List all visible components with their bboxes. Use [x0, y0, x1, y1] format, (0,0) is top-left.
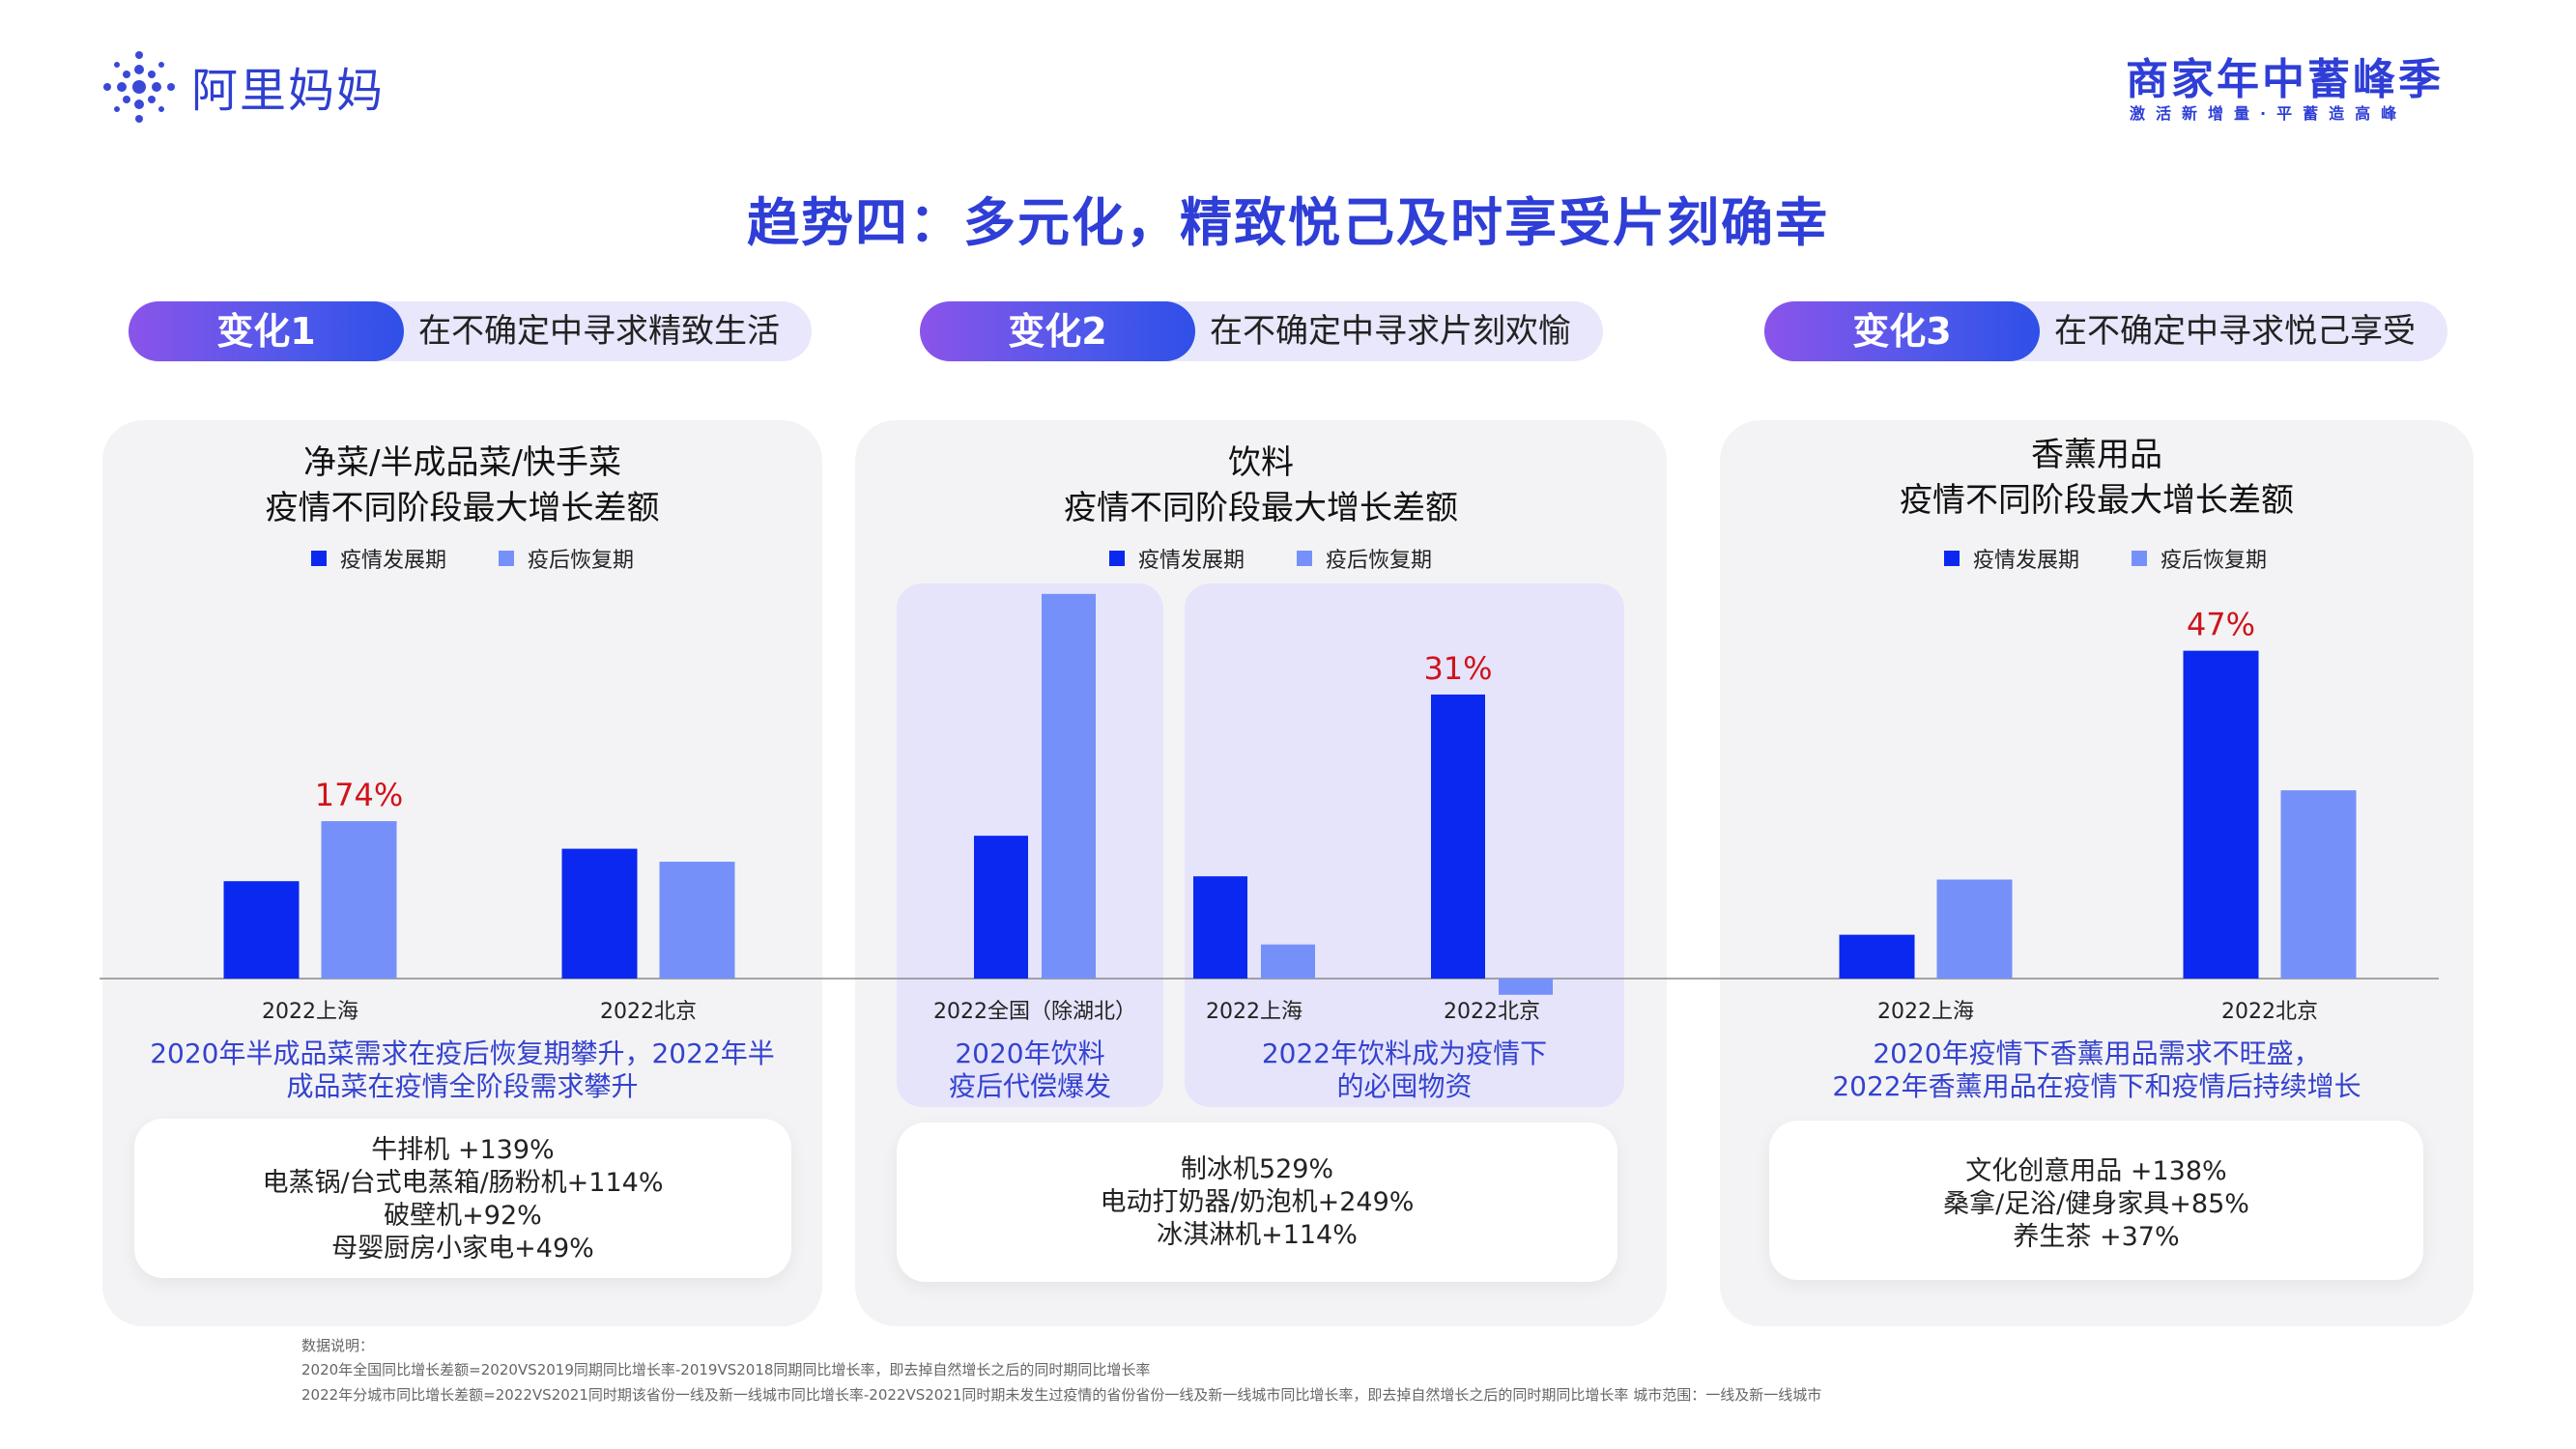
bar-series1 — [223, 881, 300, 979]
note-item: 养生茶 +37% — [2013, 1222, 2180, 1252]
change-pill-3: 变化3 在不确定中寻求悦己享受 — [1764, 301, 2447, 361]
bar-series1 — [561, 848, 638, 979]
legend-swatch-series2 — [499, 551, 515, 566]
legend-swatch-series1 — [311, 551, 327, 566]
x-tick-label: 2022上海 — [1206, 1000, 1302, 1024]
note-item: 冰淇淋机+114% — [1157, 1220, 1358, 1250]
logo-text: 阿里妈妈 — [191, 64, 386, 118]
panel-1-title-line2: 疫情不同阶段最大增长差额 — [265, 489, 660, 527]
note-item: 文化创意用品 +138% — [1965, 1156, 2227, 1186]
x-tick-label: 2022全国（除湖北） — [933, 1000, 1136, 1024]
bar-series2 — [1261, 944, 1315, 979]
legend: 疫情发展期 疫后恢复期 — [1944, 543, 2319, 574]
x-tick-label: 2022北京 — [600, 1000, 697, 1024]
change-pill-2: 变化2 在不确定中寻求片刻欢愉 — [920, 301, 1603, 361]
footnote-line: 2020年全国同比增长差额=2020VS2019同期同比增长率-2019VS20… — [301, 1361, 1151, 1378]
panel-3-title-line2: 疫情不同阶段最大增长差额 — [1900, 481, 2294, 520]
legend-label-series1: 疫情发展期 — [1138, 549, 1245, 573]
panel-3-caption-line1: 2020年疫情下香薰用品需求不旺盛， — [1873, 1037, 2321, 1069]
legend-label-series1: 疫情发展期 — [340, 549, 447, 573]
highlight-2020-national — [897, 583, 1163, 1107]
panel-3-title-line1: 香薰用品 — [2031, 436, 2162, 474]
bar-series2 — [321, 821, 397, 979]
legend: 疫情发展期 疫后恢复期 — [1109, 543, 1484, 574]
x-tick-label: 2022上海 — [1877, 1000, 1974, 1024]
change-tag-1: 变化1 — [129, 301, 404, 361]
legend-label-series2: 疫后恢复期 — [2161, 549, 2268, 573]
brand-subtitle: 激活新增量·平蓄造高峰 — [2130, 104, 2408, 123]
note-item: 牛排机 +139% — [371, 1135, 555, 1165]
change-text-3: 在不确定中寻求悦己享受 — [2054, 312, 2416, 351]
panel-2-caption-a-line2: 疫后代偿爆发 — [948, 1070, 1111, 1102]
note-item: 电蒸锅/台式电蒸箱/肠粉机+114% — [262, 1168, 664, 1198]
x-tick-label: 2022北京 — [1444, 1000, 1540, 1024]
note-item: 母婴厨房小家电+49% — [331, 1234, 594, 1264]
bar-series2 — [1499, 979, 1553, 995]
change-text-1: 在不确定中寻求精致生活 — [418, 312, 780, 351]
footnote-line: 2022年分城市同比增长差额=2022VS2021同时期该省份一线及新一线城市同… — [301, 1386, 1822, 1404]
legend-label-series2: 疫后恢复期 — [1326, 549, 1433, 573]
panel-2-caption-b-line2: 的必囤物资 — [1336, 1070, 1473, 1102]
page-title: 趋势四：多元化，精致悦己及时享受片刻确幸 — [747, 192, 1829, 253]
bar-series2 — [2280, 790, 2357, 979]
x-tick-label: 2022上海 — [262, 1000, 358, 1024]
note-item: 桑拿/足浴/健身家具+85% — [1943, 1189, 2249, 1219]
note-item: 制冰机529% — [1180, 1154, 1334, 1184]
data-label: 174% — [315, 777, 403, 813]
legend-swatch-series1 — [1109, 551, 1125, 566]
change-text-2: 在不确定中寻求片刻欢愉 — [1210, 312, 1571, 351]
bar-series1 — [1431, 695, 1485, 979]
legend-swatch-series2 — [1297, 551, 1313, 566]
logo-dots-icon — [103, 51, 175, 123]
brand-title: 商家年中蓄峰季 — [2126, 55, 2444, 104]
panel-2-title-line2: 疫情不同阶段最大增长差额 — [1064, 489, 1458, 527]
legend-label-series1: 疫情发展期 — [1973, 549, 2080, 573]
legend-swatch-series1 — [1944, 551, 1960, 566]
panel-1-title-line1: 净菜/半成品菜/快手菜 — [303, 443, 621, 482]
x-tick-label: 2022北京 — [2221, 1000, 2318, 1024]
footnote-heading: 数据说明： — [301, 1337, 375, 1354]
bar-series2 — [659, 862, 735, 979]
legend: 疫情发展期 疫后恢复期 — [311, 543, 686, 574]
bar-series1 — [1193, 876, 1247, 979]
bar-series2 — [1042, 593, 1096, 979]
data-label: 47% — [2187, 607, 2255, 643]
panel-3-note-box: 文化创意用品 +138% 桑拿/足浴/健身家具+85% 养生茶 +37% — [1769, 1121, 2423, 1280]
note-item: 电动打奶器/奶泡机+249% — [1100, 1187, 1415, 1217]
bar-series2 — [1936, 879, 2013, 979]
legend-swatch-series2 — [2132, 551, 2148, 566]
bar-series1 — [1839, 934, 1915, 979]
change-tag-3: 变化3 — [1764, 301, 2040, 361]
panel-3-caption-line2: 2022年香薰用品在疫情下和疫情后持续增长 — [1832, 1070, 2361, 1102]
logo — [100, 48, 178, 126]
legend-label-series2: 疫后恢复期 — [528, 549, 635, 573]
note-item: 破壁机+92% — [384, 1201, 542, 1231]
bar-series1 — [974, 836, 1028, 979]
panel-2-caption-b-line1: 2022年饮料成为疫情下 — [1261, 1037, 1548, 1069]
panel-1-caption-line2: 成品菜在疫情全阶段需求攀升 — [286, 1070, 639, 1102]
panel-2-caption-a-line1: 2020年饮料 — [955, 1037, 1105, 1069]
change-pill-1: 变化1 在不确定中寻求精致生活 — [129, 301, 812, 361]
panel-1-note-box: 牛排机 +139% 电蒸锅/台式电蒸箱/肠粉机+114% 破壁机+92% 母婴厨… — [134, 1119, 791, 1278]
change-tag-2: 变化2 — [920, 301, 1195, 361]
panel-1-caption-line1: 2020年半成品菜需求在疫后恢复期攀升，2022年半 — [150, 1037, 775, 1069]
data-label: 31% — [1423, 650, 1492, 687]
highlight-2022-cities — [1185, 583, 1624, 1107]
panel-2-note-box: 制冰机529% 电动打奶器/奶泡机+249% 冰淇淋机+114% — [897, 1122, 1617, 1282]
panel-2-title-line1: 饮料 — [1228, 443, 1294, 482]
bar-series1 — [2183, 650, 2259, 979]
